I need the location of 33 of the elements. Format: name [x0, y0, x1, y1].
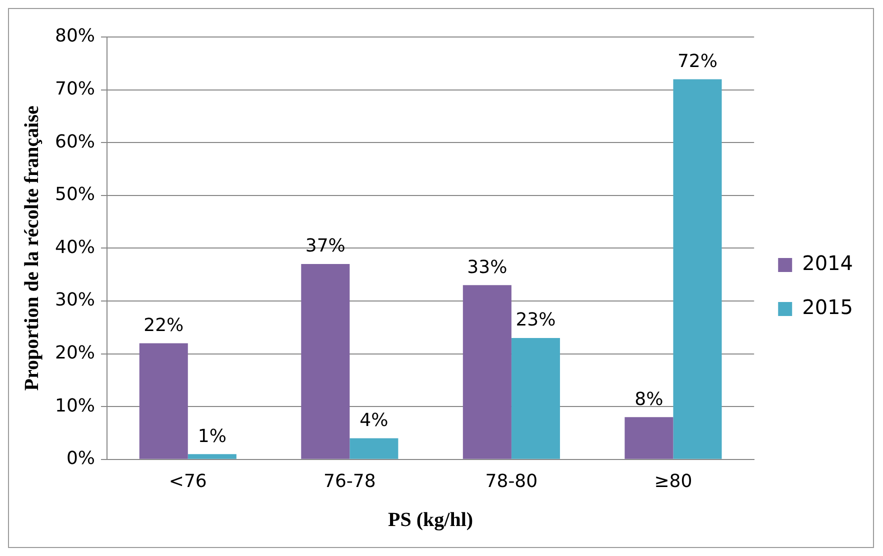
x-tick-label: <76: [168, 470, 207, 492]
x-axis-title: PS (kg/hl): [388, 509, 474, 532]
y-tick-label: 70%: [54, 78, 96, 100]
bar: [511, 338, 560, 459]
bar: [188, 454, 236, 459]
bar: [673, 79, 722, 459]
bar: [139, 343, 188, 459]
bar: [624, 417, 674, 459]
y-tick-label: 20%: [54, 342, 96, 364]
data-label: 37%: [305, 236, 346, 257]
data-label: 1%: [198, 426, 226, 447]
y-tick-label: 10%: [54, 395, 96, 416]
y-tick-label: 50%: [54, 184, 96, 206]
y-tick-label: 40%: [54, 236, 96, 258]
x-tick-label: 76-78: [324, 470, 376, 492]
bar: [301, 264, 350, 459]
data-label: 72%: [677, 50, 718, 72]
data-label: 8%: [634, 388, 664, 410]
bar: [350, 438, 398, 459]
y-tick-label: 80%: [54, 26, 96, 47]
data-label: 4%: [360, 410, 388, 431]
x-tick-label: ≥80: [654, 470, 692, 492]
legend-label: 2015: [802, 295, 854, 320]
legend-label: 2014: [802, 251, 854, 276]
bar: [462, 285, 512, 459]
x-tick-label: 78-80: [485, 470, 538, 492]
data-label: 22%: [144, 314, 184, 336]
data-label: 23%: [516, 310, 556, 331]
y-axis-title: Proportion de la récolte française: [21, 106, 44, 391]
y-tick-label: 0%: [66, 448, 96, 470]
y-tick-label: 60%: [54, 131, 96, 152]
data-label: 33%: [467, 256, 508, 278]
y-tick-label: 30%: [54, 290, 96, 311]
